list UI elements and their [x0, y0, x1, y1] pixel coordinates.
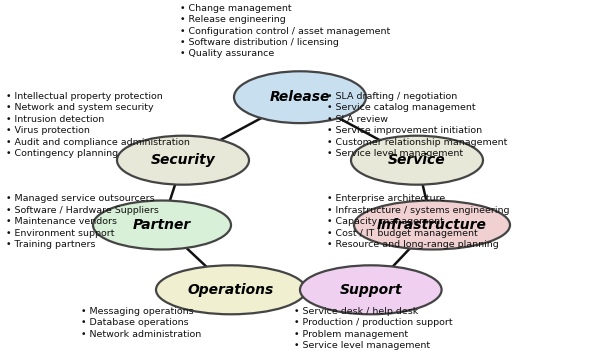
Ellipse shape: [117, 136, 249, 185]
Text: • Managed service outsourcers
• Software / Hardware Suppliers
• Maintenance vend: • Managed service outsourcers • Software…: [6, 194, 159, 249]
Text: Support: Support: [340, 283, 402, 297]
Text: Release: Release: [270, 90, 330, 104]
Text: • Intellectual property protection
• Network and system security
• Intrusion det: • Intellectual property protection • Net…: [6, 92, 190, 158]
Text: Infrastructure: Infrastructure: [377, 218, 487, 232]
Text: Operations: Operations: [188, 283, 274, 297]
Ellipse shape: [300, 265, 442, 314]
Text: • Messaging operations
• Database operations
• Network administration: • Messaging operations • Database operat…: [81, 307, 201, 339]
Ellipse shape: [351, 136, 483, 185]
Ellipse shape: [93, 201, 231, 249]
Text: Security: Security: [151, 153, 215, 167]
Ellipse shape: [354, 201, 510, 249]
Text: Partner: Partner: [133, 218, 191, 232]
Text: • Change management
• Release engineering
• Configuration control / asset manage: • Change management • Release engineerin…: [180, 4, 390, 58]
Text: • Service desk / help desk
• Production / production support
• Problem managemen: • Service desk / help desk • Production …: [294, 307, 452, 350]
Text: • SLA drafting / negotiation
• Service catalog management
• SLA review
• Service: • SLA drafting / negotiation • Service c…: [327, 92, 508, 158]
Ellipse shape: [234, 71, 366, 123]
Text: • Enterprise architecture
• Infrastructure / systems engineering
• Capacity mana: • Enterprise architecture • Infrastructu…: [327, 194, 509, 249]
Ellipse shape: [156, 265, 306, 314]
Text: Service: Service: [388, 153, 446, 167]
